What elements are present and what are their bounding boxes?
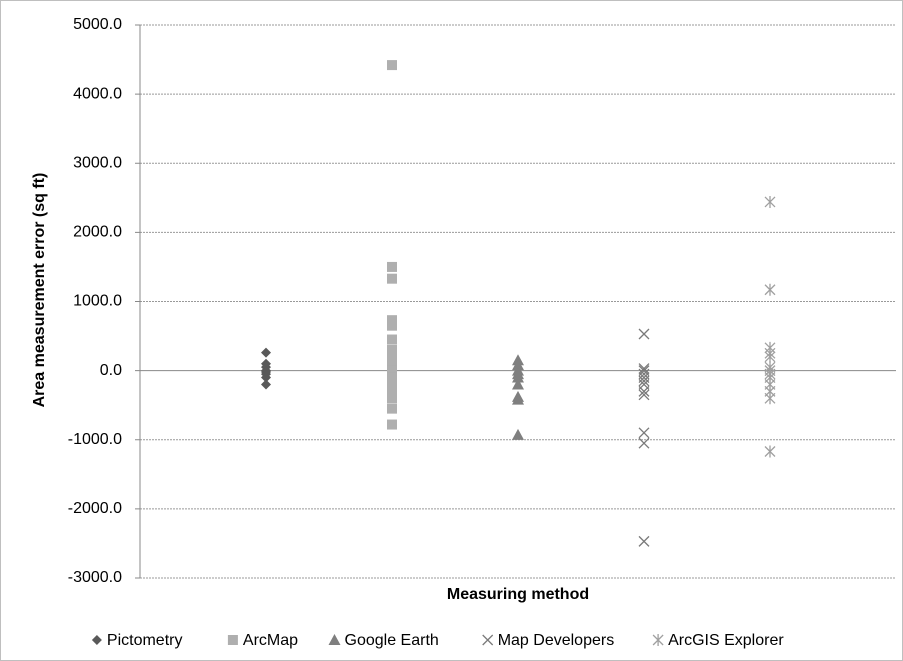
point <box>387 315 397 326</box>
point <box>387 351 397 362</box>
series <box>261 347 271 390</box>
legend-label: ArcGIS Explorer <box>668 632 784 649</box>
point <box>387 320 397 331</box>
series <box>638 328 650 547</box>
x-axis-title: Measuring method <box>447 586 589 603</box>
point <box>512 371 524 383</box>
point <box>764 392 776 405</box>
point <box>638 363 650 375</box>
point <box>764 350 776 363</box>
point <box>261 379 271 390</box>
point <box>512 428 524 440</box>
point <box>387 344 397 355</box>
point <box>638 535 650 547</box>
series <box>387 60 397 430</box>
point <box>387 261 397 272</box>
point <box>261 372 271 383</box>
y-tick-label: 2000.0 <box>73 224 122 241</box>
point <box>482 634 494 646</box>
point <box>387 334 397 345</box>
series <box>764 195 776 458</box>
point <box>638 375 650 387</box>
y-tick-label: -1000.0 <box>68 431 122 448</box>
point <box>387 386 397 397</box>
y-tick-label: 1000.0 <box>73 293 122 310</box>
y-tick-label: 0.0 <box>100 362 122 379</box>
point <box>652 634 664 646</box>
point <box>387 358 397 369</box>
legend-label: ArcMap <box>243 632 298 649</box>
point <box>387 365 397 376</box>
point <box>387 372 397 383</box>
point <box>387 403 397 414</box>
point <box>512 359 524 371</box>
point <box>328 634 341 645</box>
y-axis-title: Area measurement error (sq ft) <box>31 173 48 408</box>
point <box>387 60 397 71</box>
point <box>512 393 524 405</box>
point <box>764 445 776 458</box>
y-tick-label: 4000.0 <box>73 85 122 102</box>
point <box>638 427 650 439</box>
point <box>261 347 271 358</box>
legend-label: Map Developers <box>498 632 615 649</box>
point <box>638 437 650 449</box>
point <box>638 385 650 397</box>
y-tick-label: -2000.0 <box>68 500 122 517</box>
point <box>764 195 776 208</box>
point <box>387 419 397 430</box>
y-tick-label: -3000.0 <box>68 569 122 586</box>
legend-label: Pictometry <box>107 632 183 649</box>
point <box>387 273 397 284</box>
y-tick-label: 3000.0 <box>73 154 122 171</box>
point <box>387 379 397 390</box>
series <box>512 354 524 440</box>
point <box>387 393 397 404</box>
point <box>638 389 650 401</box>
point <box>638 328 650 340</box>
point <box>91 635 102 645</box>
point <box>764 283 776 296</box>
legend-label: Google Earth <box>345 632 439 649</box>
point <box>512 378 524 390</box>
y-tick-label: 5000.0 <box>73 16 122 33</box>
point <box>227 635 238 645</box>
